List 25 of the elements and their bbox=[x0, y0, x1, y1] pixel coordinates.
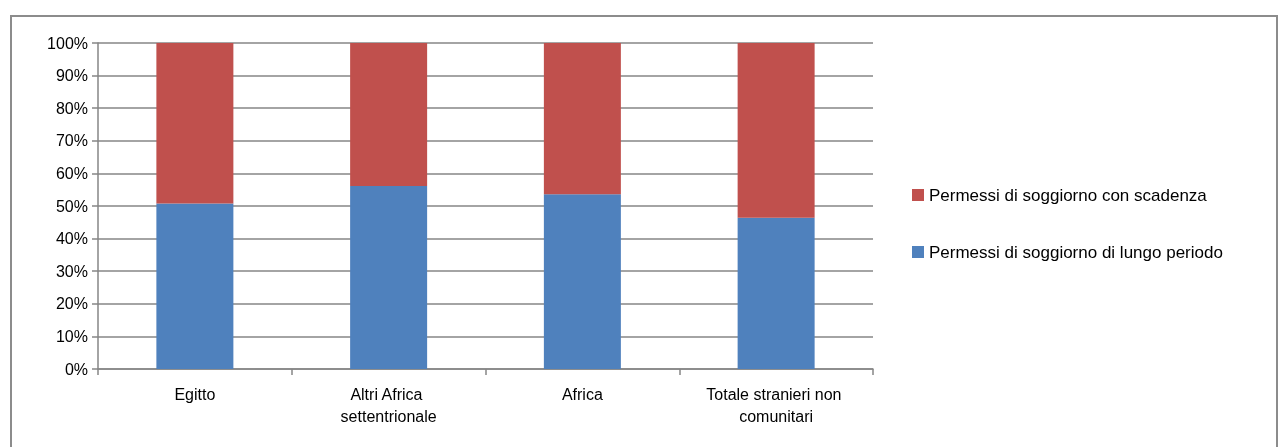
y-tick-label: 100% bbox=[47, 34, 88, 52]
y-tick-label: 70% bbox=[55, 132, 88, 150]
bar bbox=[156, 203, 234, 369]
x-tick-label: Totale stranieri non comunitari bbox=[706, 385, 846, 425]
x-tick-label: Africa bbox=[561, 385, 603, 403]
bar bbox=[737, 43, 815, 218]
bar bbox=[156, 43, 234, 204]
y-tick-label: 60% bbox=[55, 164, 88, 182]
y-tick-label: 50% bbox=[55, 197, 88, 215]
y-tick-label: 80% bbox=[55, 99, 88, 117]
legend-label: Permessi di soggiorno con scadenza bbox=[929, 185, 1208, 205]
bar bbox=[737, 217, 815, 369]
bar bbox=[350, 43, 428, 187]
x-tick-label: Egitto bbox=[174, 385, 216, 403]
bar bbox=[543, 43, 621, 195]
legend-label: Permessi di soggiorno di lungo periodo bbox=[929, 242, 1223, 262]
y-tick-label: 20% bbox=[55, 295, 88, 313]
y-tick-label: 10% bbox=[55, 327, 88, 345]
y-tick-label: 0% bbox=[64, 360, 88, 378]
y-tick-label: 40% bbox=[55, 230, 88, 248]
x-tick-label: Altri Africa settentrionale bbox=[340, 385, 437, 425]
bar bbox=[350, 186, 428, 369]
bar bbox=[543, 194, 621, 369]
y-tick-label: 90% bbox=[55, 67, 88, 85]
y-tick-label: 30% bbox=[55, 262, 88, 280]
